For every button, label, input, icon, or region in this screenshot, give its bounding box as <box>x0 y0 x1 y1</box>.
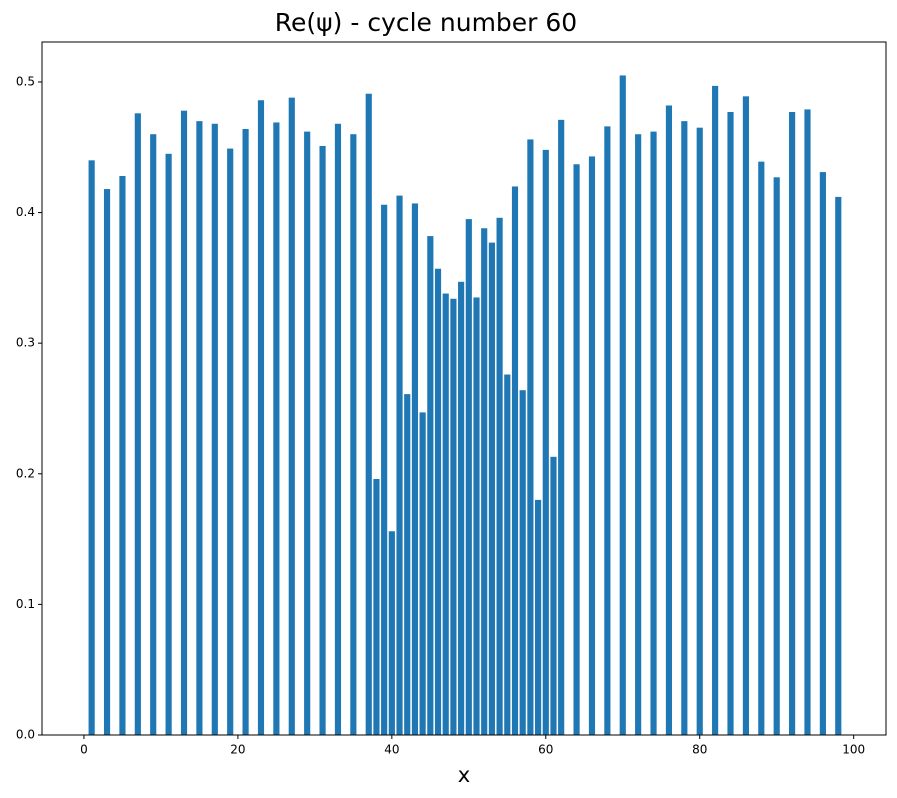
y-tick-label: 0.2 <box>16 466 35 480</box>
bar <box>134 113 141 736</box>
bar <box>381 204 388 735</box>
bar <box>242 128 249 736</box>
bar <box>119 176 126 736</box>
bar <box>742 96 749 735</box>
y-tick-label: 0.1 <box>16 597 35 611</box>
bar <box>473 297 480 735</box>
bar <box>696 127 703 735</box>
x-tick-label: 60 <box>538 743 553 757</box>
bar <box>542 149 549 735</box>
bar <box>442 293 449 735</box>
bar <box>535 499 542 735</box>
bar <box>227 148 234 735</box>
bar <box>573 164 580 735</box>
bar <box>819 172 826 736</box>
bar <box>458 281 465 735</box>
bar <box>511 186 519 736</box>
bar <box>650 131 657 735</box>
bar <box>396 195 403 735</box>
bar <box>434 268 442 735</box>
bar <box>273 122 280 735</box>
plot-frame <box>41 41 887 736</box>
bar <box>427 236 434 735</box>
bar <box>411 203 419 736</box>
bar <box>211 123 218 736</box>
bar <box>519 390 526 735</box>
x-tick-label: 0 <box>80 743 88 757</box>
y-tick-label: 0.5 <box>16 74 35 88</box>
bar <box>334 123 342 736</box>
bar <box>604 126 611 736</box>
x-tick-label: 40 <box>384 743 399 757</box>
bar <box>758 161 765 736</box>
y-tick-label: 0.0 <box>16 728 35 742</box>
bar <box>550 456 557 735</box>
x-axis-label: x <box>458 763 470 787</box>
bar <box>373 479 380 735</box>
bar <box>196 121 203 735</box>
bar <box>319 145 326 735</box>
bar <box>257 100 265 735</box>
bar <box>804 109 811 736</box>
bar <box>103 189 111 735</box>
bar <box>681 121 688 735</box>
bar <box>481 228 488 736</box>
bar <box>488 242 495 736</box>
bar <box>465 219 472 735</box>
x-tick-label: 80 <box>692 743 707 757</box>
bar <box>419 412 426 735</box>
bar <box>496 217 503 736</box>
bar <box>165 153 172 736</box>
bar <box>504 374 511 735</box>
bar <box>712 85 719 735</box>
chart-title: Re(ψ) - cycle number 60 <box>275 8 577 37</box>
bar <box>365 93 372 735</box>
bar <box>789 112 796 736</box>
x-tick-label: 20 <box>230 743 245 757</box>
bar <box>304 131 311 735</box>
bar <box>665 105 673 736</box>
x-tick-label: 100 <box>842 743 865 757</box>
bar <box>150 134 157 736</box>
y-tick-label: 0.4 <box>16 205 35 219</box>
bar <box>835 196 842 736</box>
bar <box>388 531 395 735</box>
bar <box>773 177 780 735</box>
bar <box>619 75 626 735</box>
bar <box>588 156 596 735</box>
bar <box>450 298 457 735</box>
bar <box>635 134 642 736</box>
bar <box>288 97 295 735</box>
bar <box>404 394 411 735</box>
bar <box>350 134 357 736</box>
bar <box>88 160 95 735</box>
y-tick-label: 0.3 <box>16 336 35 350</box>
bar <box>727 112 734 736</box>
bar <box>558 119 565 736</box>
bar <box>180 110 188 735</box>
bar <box>527 139 534 735</box>
